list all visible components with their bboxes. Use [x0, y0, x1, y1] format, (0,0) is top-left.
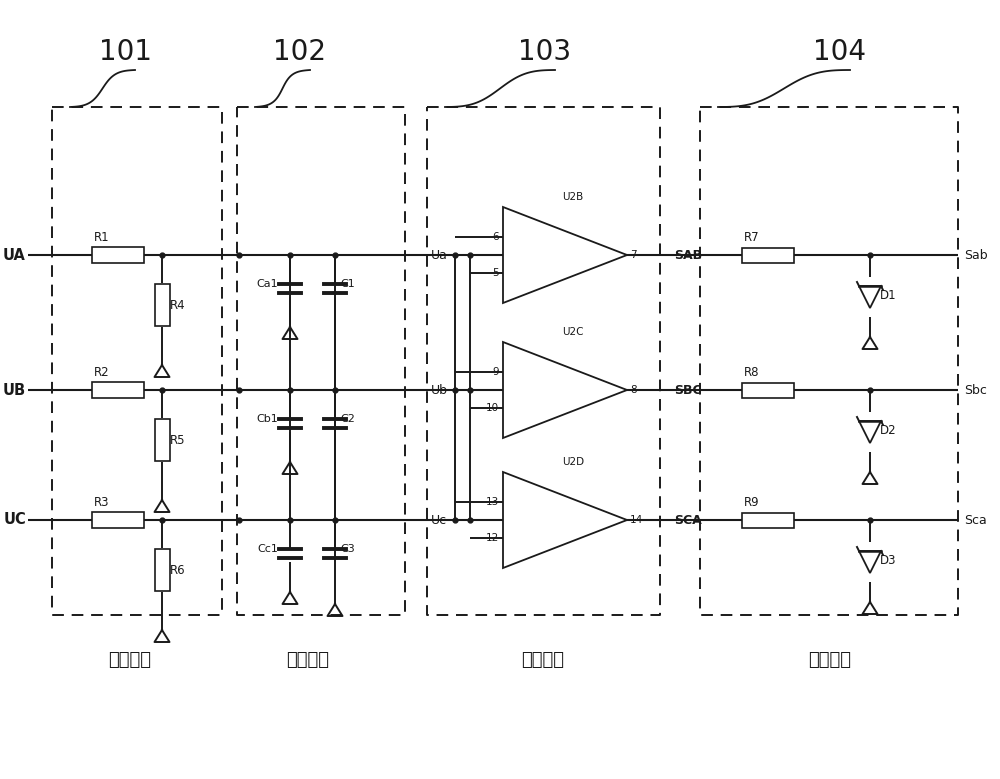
Text: 10: 10 [486, 404, 499, 413]
Text: R4: R4 [170, 298, 186, 312]
Text: R6: R6 [170, 563, 186, 576]
Text: +: + [508, 266, 518, 280]
Text: +: + [508, 402, 518, 414]
Text: 6: 6 [492, 232, 499, 241]
Bar [742, 248, 794, 263]
Text: Sab: Sab [964, 249, 988, 262]
Polygon shape [503, 472, 627, 568]
Text: 12: 12 [486, 534, 499, 543]
Bar [154, 284, 170, 326]
Text: 电平匹配: 电平匹配 [808, 651, 852, 669]
Text: R3: R3 [94, 495, 110, 509]
Text: +: + [508, 532, 518, 545]
Text: 电压采样: 电压采样 [108, 651, 152, 669]
Text: R9: R9 [744, 495, 760, 509]
Text: Ca1: Ca1 [256, 279, 278, 289]
Text: 14: 14 [630, 515, 643, 525]
Text: U2B: U2B [562, 192, 584, 202]
Text: -: - [511, 365, 515, 379]
Text: D1: D1 [880, 288, 897, 301]
Text: C3: C3 [340, 544, 355, 554]
Text: D2: D2 [880, 424, 897, 436]
Text: Cb1: Cb1 [256, 414, 278, 424]
Text: Ua: Ua [431, 249, 448, 262]
Text: R5: R5 [170, 433, 186, 446]
Text: 滤波网络: 滤波网络 [287, 651, 330, 669]
Bar [742, 513, 794, 527]
Text: UA: UA [3, 248, 26, 263]
Text: Uc: Uc [431, 513, 447, 527]
Text: UB: UB [3, 382, 26, 397]
Text: R7: R7 [744, 231, 760, 244]
Text: C2: C2 [340, 414, 355, 424]
Text: 方波生成: 方波生成 [522, 651, 564, 669]
Polygon shape [503, 207, 627, 303]
Bar [742, 382, 794, 397]
Text: U2C: U2C [562, 327, 584, 337]
Text: U2D: U2D [562, 457, 584, 467]
Text: 101: 101 [98, 38, 152, 66]
Text: SCA: SCA [674, 513, 702, 527]
Text: R2: R2 [94, 365, 110, 379]
Text: SBC: SBC [674, 383, 702, 397]
Bar [92, 512, 144, 528]
Text: Ub: Ub [431, 383, 448, 397]
Text: 13: 13 [486, 497, 499, 507]
Polygon shape [859, 286, 881, 308]
Text: -: - [511, 495, 515, 508]
Text: 103: 103 [518, 38, 572, 66]
Text: R1: R1 [94, 231, 110, 244]
Text: UC: UC [3, 513, 26, 527]
Text: -: - [511, 231, 515, 243]
Text: 5: 5 [492, 268, 499, 278]
Text: 8: 8 [630, 385, 637, 395]
Text: 104: 104 [814, 38, 866, 66]
Text: 9: 9 [492, 367, 499, 377]
Text: C1: C1 [340, 279, 355, 289]
Bar [92, 382, 144, 398]
Text: Cc1: Cc1 [257, 544, 278, 554]
Bar [154, 549, 170, 591]
Text: Sca: Sca [964, 513, 987, 527]
Polygon shape [503, 342, 627, 438]
Text: Sbc: Sbc [964, 383, 987, 397]
Polygon shape [859, 551, 881, 573]
Bar [154, 419, 170, 461]
Text: 102: 102 [274, 38, 326, 66]
Polygon shape [859, 421, 881, 443]
Text: 7: 7 [630, 250, 637, 260]
Bar [92, 247, 144, 263]
Text: R8: R8 [744, 365, 760, 379]
Text: SAB: SAB [674, 249, 702, 262]
Text: D3: D3 [880, 554, 896, 566]
